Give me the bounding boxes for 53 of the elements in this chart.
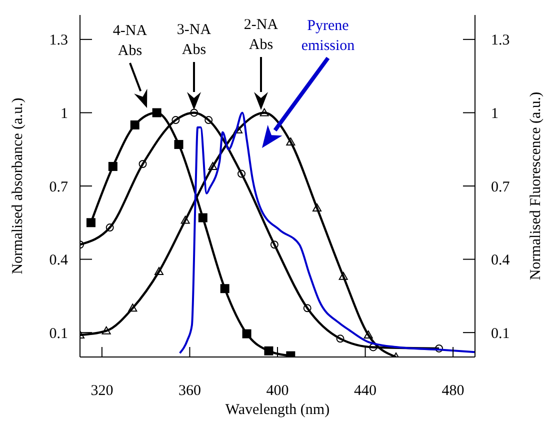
point	[154, 267, 164, 275]
annotation: 2-NA Abs	[244, 17, 278, 53]
point	[174, 140, 184, 149]
point	[138, 160, 147, 168]
y-axis-title: Normalised absorbance (a.u.)	[10, 98, 26, 274]
y-tick-label: 1.3	[49, 32, 68, 49]
point	[208, 162, 218, 170]
point	[270, 240, 278, 249]
point	[86, 218, 96, 228]
point	[102, 326, 111, 334]
y-tick-label: 1	[60, 106, 68, 122]
y2-tick-label: 0.4	[491, 252, 510, 269]
y2-tick-label: 0.1	[491, 326, 510, 342]
annotation: Pyrene emission	[301, 18, 356, 54]
point	[242, 329, 252, 338]
annotation: 4-NA Abs	[112, 23, 148, 59]
point	[435, 344, 444, 352]
x-tick-label: 480	[442, 383, 464, 399]
point	[336, 334, 344, 343]
annotation: 3-NA Abs	[176, 22, 212, 58]
y-tick-label: 0.4	[49, 252, 68, 269]
y2-tick-label: 1	[491, 106, 498, 122]
y2-tick-label: 0.7	[491, 179, 510, 196]
x-tick-label: 400	[266, 383, 289, 399]
point	[364, 330, 373, 339]
point	[338, 272, 348, 280]
x-axis-title: Wavelength (nm)	[225, 402, 330, 418]
point	[264, 346, 274, 356]
point	[128, 304, 138, 312]
point	[190, 108, 198, 117]
point	[180, 216, 190, 224]
y2-axis-title: Normalised Fluorescence (a.u.)	[528, 92, 544, 280]
point	[260, 108, 269, 116]
x-tick-label: 360	[178, 383, 201, 399]
point	[234, 125, 242, 134]
point	[172, 116, 180, 124]
point	[204, 116, 213, 124]
line-series	[178, 112, 475, 354]
y-tick-label: 0.7	[49, 179, 68, 196]
y-tick-label: 0.1	[49, 326, 68, 342]
point	[286, 138, 296, 146]
point	[312, 203, 322, 212]
point	[238, 170, 246, 178]
point	[108, 162, 118, 171]
point	[130, 120, 140, 130]
point	[152, 108, 162, 118]
point	[106, 224, 114, 232]
point	[198, 213, 208, 222]
y2-tick-label: 1.3	[491, 32, 510, 49]
point	[303, 304, 312, 312]
x-tick-label: 320	[90, 383, 114, 399]
x-tick-label: 440	[354, 383, 377, 399]
point	[220, 284, 230, 294]
